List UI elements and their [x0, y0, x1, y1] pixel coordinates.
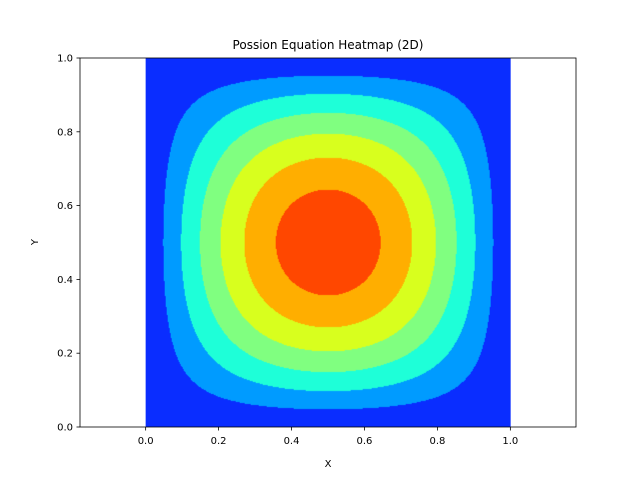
y-tick-label: 0.0 — [57, 423, 73, 434]
y-axis: 0.0 0.2 0.4 0.6 0.8 1.0 — [57, 54, 80, 434]
x-tick-label: 0.2 — [211, 436, 227, 447]
x-tick-label: 0.8 — [429, 436, 445, 447]
y-tick-label: 0.8 — [57, 127, 73, 138]
x-axis: 0.0 0.2 0.4 0.6 0.8 1.0 — [138, 427, 518, 447]
chart-title: Possion Equation Heatmap (2D) — [233, 38, 424, 52]
x-tick-label: 1.0 — [502, 436, 518, 447]
y-tick-label: 0.2 — [57, 349, 73, 360]
plot-area — [145, 58, 511, 427]
y-axis-label: Y — [30, 238, 41, 246]
x-axis-label: X — [325, 459, 332, 470]
x-tick-label: 0.0 — [138, 436, 154, 447]
x-tick-label: 0.6 — [357, 436, 373, 447]
y-tick-label: 0.4 — [57, 275, 73, 286]
y-tick-label: 1.0 — [57, 54, 73, 65]
axes-frame — [79, 57, 577, 428]
heatmap-field — [145, 58, 511, 427]
x-tick-label: 0.4 — [284, 436, 300, 447]
y-tick-label: 0.6 — [57, 201, 73, 212]
